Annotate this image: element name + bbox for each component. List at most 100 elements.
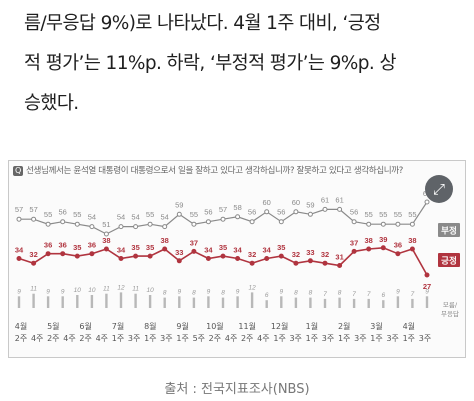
data-label: 38 <box>102 236 110 245</box>
data-point <box>395 251 401 257</box>
data-label: 55 <box>365 210 373 219</box>
data-point <box>409 221 415 227</box>
data-point <box>322 206 328 212</box>
data-label: 11 <box>132 286 139 293</box>
data-label: 56 <box>350 208 358 217</box>
data-point <box>74 221 80 227</box>
data-point <box>293 260 299 266</box>
legend-label: 긍정 <box>441 256 457 267</box>
data-label: 7 <box>323 291 327 298</box>
data-point <box>380 221 386 227</box>
x-tick-label: 3주 <box>419 334 431 343</box>
data-label: 56 <box>59 208 67 217</box>
other-bar <box>119 292 123 308</box>
data-label: 33 <box>175 248 183 257</box>
x-tick-label: 2주 <box>209 334 221 343</box>
data-point <box>176 211 182 217</box>
x-tick-label: 3주 <box>128 334 140 343</box>
article-line: 적 평가’는 11%p. 하락, ‘부정적 평가’는 9%p. 상 <box>24 53 396 74</box>
data-label: 8 <box>163 290 167 297</box>
data-point <box>249 219 255 225</box>
other-bar <box>163 297 166 308</box>
data-point <box>45 221 51 227</box>
data-point <box>147 253 153 259</box>
x-tick-label: 4주 <box>257 334 269 343</box>
data-point <box>351 248 357 254</box>
data-point <box>424 272 430 278</box>
x-tick-label: 3주 <box>322 334 334 343</box>
expand-icon[interactable]: ⤢ <box>425 175 453 203</box>
data-label: 8 <box>192 290 196 297</box>
data-label: 35 <box>73 243 81 252</box>
data-label: 54 <box>117 213 125 222</box>
legend-label: 부정 <box>441 226 457 237</box>
data-point <box>45 251 51 257</box>
data-label: 9 <box>177 288 181 295</box>
data-label: 59 <box>175 200 183 209</box>
data-point <box>235 256 241 261</box>
other-bar <box>236 296 239 308</box>
data-point <box>307 258 313 264</box>
data-point <box>220 216 226 222</box>
other-bar <box>411 298 414 308</box>
other-bar <box>382 300 385 308</box>
data-point <box>205 256 211 261</box>
data-label: 55 <box>73 210 81 219</box>
other-bar <box>309 297 312 308</box>
x-tick-label: 6월 <box>79 321 91 331</box>
data-label: 36 <box>394 241 402 250</box>
data-point <box>118 256 124 261</box>
data-label: 35 <box>131 243 139 252</box>
data-label: 7 <box>367 291 371 298</box>
data-label: 57 <box>29 205 37 214</box>
data-label: 9 <box>425 288 429 295</box>
data-label: 33 <box>306 248 314 257</box>
data-label: 9 <box>207 288 211 295</box>
other-bar <box>178 296 181 308</box>
data-label: 10 <box>146 287 154 294</box>
data-point <box>278 253 284 259</box>
data-label: 57 <box>219 205 227 214</box>
data-label: 35 <box>219 243 227 252</box>
x-tick-label: 4주 <box>31 334 43 343</box>
data-point <box>249 260 255 266</box>
chart-title: 선생님께서는 윤석열 대통령이 대통령으로서 일을 잘하고 있다고 생각하십니까… <box>26 166 403 176</box>
x-tick-label: 1월 <box>306 321 318 331</box>
x-tick-label: 3주 <box>160 334 172 343</box>
data-label: 35 <box>277 243 285 252</box>
data-point <box>235 214 241 220</box>
data-label: 56 <box>277 208 285 217</box>
x-tick-label: 1주 <box>144 334 156 343</box>
article-line: 름/무응답 9%)로 나타났다. 4월 1주 대비, ‘긍정 <box>24 13 381 34</box>
article-line: 승했다. <box>24 93 79 114</box>
x-tick-label: 4월 <box>15 321 27 331</box>
legend-swatch <box>438 253 460 267</box>
data-point <box>60 251 66 257</box>
data-point <box>89 251 95 257</box>
x-tick-label: 5주 <box>193 334 205 343</box>
data-point <box>60 219 66 225</box>
data-point <box>409 246 415 252</box>
data-point <box>424 199 430 205</box>
x-tick-label: 2주 <box>47 334 59 343</box>
other-bar <box>134 293 137 308</box>
other-bar <box>207 296 210 308</box>
data-label: 60 <box>263 198 271 207</box>
legend-swatch <box>438 223 460 237</box>
x-tick-label: 4월 <box>403 321 415 331</box>
x-tick-label: 2주 <box>241 334 253 343</box>
data-label: 36 <box>59 241 67 250</box>
data-point <box>380 245 386 251</box>
data-point <box>133 224 139 230</box>
data-label: 9 <box>17 288 21 295</box>
data-point <box>264 209 270 215</box>
data-label: 59 <box>306 200 314 209</box>
data-point <box>278 219 284 225</box>
data-label: 36 <box>88 241 96 250</box>
data-label: 61 <box>335 195 343 204</box>
other-bar <box>367 298 370 308</box>
x-tick-label: 1주 <box>338 334 350 343</box>
data-label: 55 <box>379 210 387 219</box>
x-tick-label: 4주 <box>63 334 75 343</box>
data-label: 56 <box>204 208 212 217</box>
